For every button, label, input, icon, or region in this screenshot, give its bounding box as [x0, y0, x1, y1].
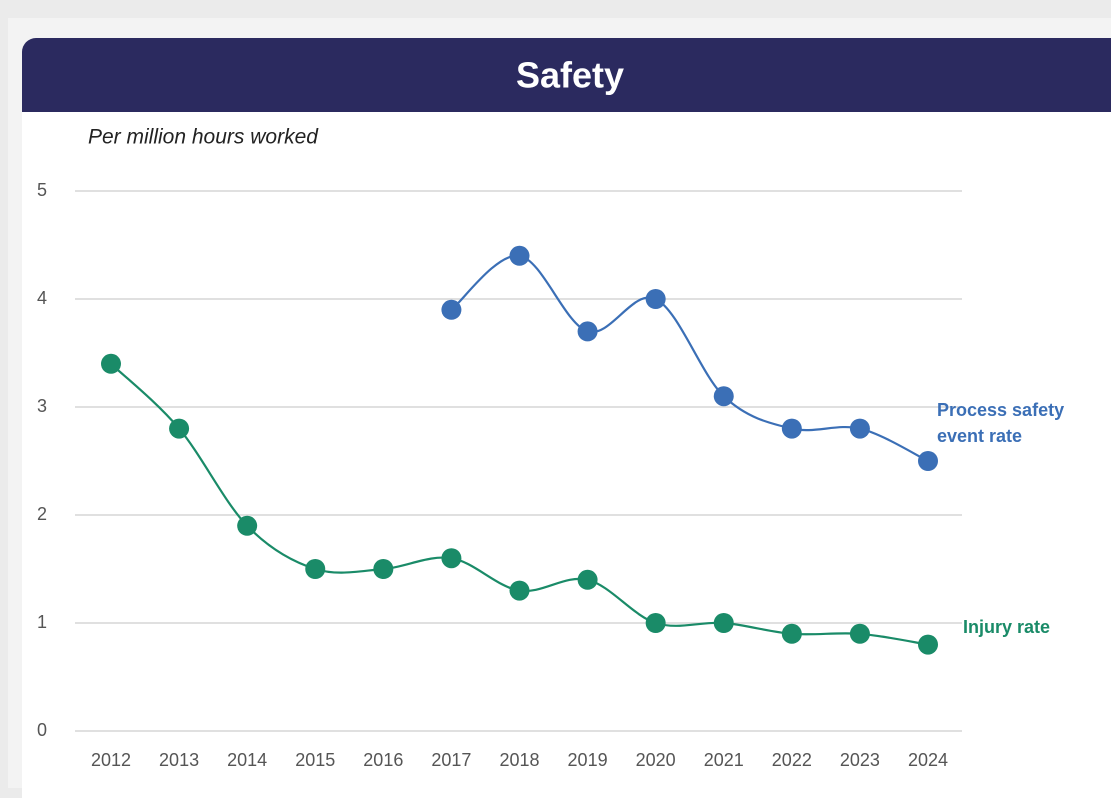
- x-tick-label: 2023: [840, 750, 880, 770]
- y-tick-label: 4: [37, 288, 47, 308]
- y-tick-label: 0: [37, 720, 47, 740]
- subtitle: Per million hours worked: [88, 126, 319, 149]
- series-label: Injury rate: [963, 617, 1051, 637]
- x-tick-label: 2022: [772, 750, 812, 770]
- x-tick-label: 2024: [908, 750, 948, 770]
- data-point: [713, 613, 734, 633]
- data-point: [509, 245, 530, 266]
- data-point: [441, 299, 462, 320]
- series-label: Process safety event rate: [937, 400, 1065, 446]
- data-point: [918, 634, 938, 655]
- data-point: [918, 451, 938, 471]
- data-point: [441, 548, 462, 569]
- x-tick-label: 2015: [295, 750, 335, 770]
- data-point: [781, 623, 802, 644]
- data-point: [849, 623, 870, 644]
- x-tick-label: 2017: [431, 750, 471, 770]
- data-point: [101, 353, 121, 374]
- x-tick-label: 2016: [363, 750, 403, 770]
- data-point: [781, 418, 802, 439]
- data-point: [849, 418, 870, 439]
- data-point: [373, 559, 394, 579]
- x-tick-label: 2013: [159, 750, 199, 770]
- data-point: [645, 613, 666, 633]
- data-point: [509, 580, 530, 601]
- data-point: [645, 289, 666, 309]
- header-bar: [22, 38, 1111, 112]
- y-tick-label: 1: [37, 612, 47, 632]
- x-tick-label: 2021: [704, 750, 744, 770]
- x-tick-label: 2014: [227, 750, 267, 770]
- x-tick-label: 2020: [636, 750, 676, 770]
- data-point: [577, 569, 598, 590]
- y-tick-label: 5: [37, 180, 47, 200]
- x-tick-label: 2012: [91, 750, 131, 770]
- x-tick-label: 2018: [499, 750, 539, 770]
- y-tick-label: 2: [37, 504, 47, 524]
- data-point: [713, 386, 734, 407]
- data-point: [577, 321, 598, 342]
- x-tick-label: 2019: [568, 750, 608, 770]
- series-line: [110, 363, 929, 646]
- chart-title: Safety: [516, 55, 624, 96]
- data-point: [305, 559, 326, 579]
- data-point: [169, 418, 190, 439]
- data-point: [237, 515, 258, 536]
- y-tick-label: 3: [37, 396, 47, 416]
- card: [22, 38, 1111, 798]
